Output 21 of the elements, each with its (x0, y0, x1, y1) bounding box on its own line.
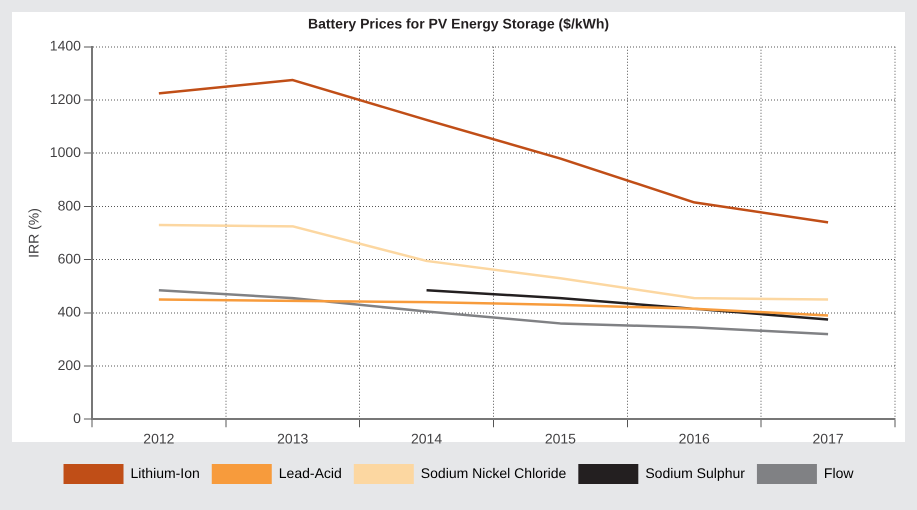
x-tick-label: 2014 (410, 430, 442, 446)
y-tick-label: 400 (58, 304, 82, 320)
y-tick-label: 1200 (50, 90, 82, 107)
y-tick-label: 0 (73, 410, 82, 426)
x-tick-label: 2016 (678, 430, 710, 446)
legend-label: Lithium-Ion (130, 464, 200, 481)
y-tick-label: 1000 (50, 144, 82, 160)
y-tick-label: 600 (58, 250, 82, 266)
y-tick-label: 1400 (50, 38, 82, 54)
y-tick-label: 800 (58, 197, 82, 214)
legend-label: Flow (824, 464, 854, 481)
y-axis-title: IRR (%) (25, 208, 42, 258)
y-tick-label: 200 (58, 356, 82, 373)
legend-label: Lead-Acid (278, 464, 342, 481)
x-tick-label: 2012 (143, 430, 175, 446)
legend-label: Sodium Nickel Chloride (420, 464, 567, 481)
chart-title: Battery Prices for PV Energy Storage ($/kWh) (308, 15, 610, 32)
x-tick-label: 2013 (277, 430, 308, 446)
legend-label: Sodium Sulphur (645, 464, 746, 481)
x-tick-label: 2015 (544, 430, 576, 446)
x-tick-label: 2017 (812, 430, 844, 446)
